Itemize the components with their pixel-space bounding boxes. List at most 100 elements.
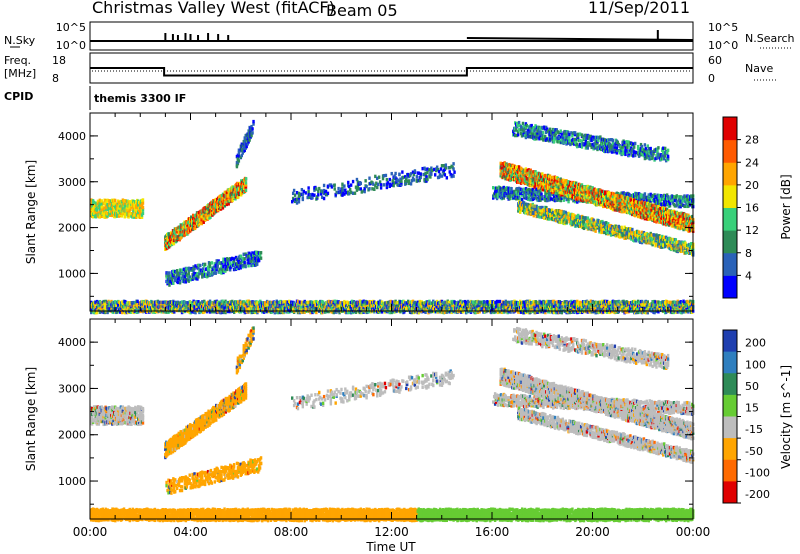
power-cell <box>130 205 133 209</box>
power-cell <box>513 189 516 194</box>
power-cell <box>234 197 237 201</box>
power-cell <box>337 186 340 191</box>
power-cell <box>368 176 371 180</box>
power-cell <box>410 178 414 183</box>
power-cell <box>235 266 239 271</box>
power-cell <box>250 124 253 129</box>
power-cell <box>419 175 422 180</box>
power-cell <box>180 272 184 276</box>
power-cell <box>517 120 521 125</box>
power-cell <box>520 197 524 202</box>
power-cell <box>411 170 415 174</box>
power-cell <box>243 148 246 153</box>
power-cell <box>173 231 177 235</box>
power-cell <box>409 182 413 186</box>
power-cell <box>658 193 661 198</box>
power-cell <box>191 213 195 218</box>
power-cell <box>234 255 238 260</box>
power-cell <box>391 181 394 186</box>
power-cell <box>251 251 254 255</box>
power-cell <box>184 280 188 284</box>
power-cell <box>377 175 381 179</box>
power-cell <box>206 213 209 217</box>
power-cell <box>342 188 345 192</box>
power-cell <box>227 261 230 266</box>
power-cell <box>111 203 114 207</box>
power-cell <box>140 215 144 219</box>
power-cell <box>320 195 324 200</box>
power-cell <box>423 177 426 182</box>
power-cell <box>388 182 392 186</box>
power-cell <box>431 168 434 173</box>
power-cell <box>642 198 646 203</box>
power-cell <box>359 181 363 186</box>
power-cell <box>252 263 255 267</box>
power-cell <box>426 167 429 171</box>
power-cell <box>336 190 339 195</box>
power-cell <box>343 184 346 188</box>
power-cell <box>655 199 658 203</box>
power-cell <box>141 198 145 202</box>
power-cell <box>106 198 109 203</box>
power-cell <box>204 214 207 218</box>
power-cell <box>295 190 299 195</box>
noise-panel: N.Sky 10^5 10^0 10^5 10^0 N.Search <box>4 21 795 52</box>
power-cell <box>140 213 144 217</box>
power-cell <box>245 144 248 149</box>
power-cell <box>368 187 371 191</box>
power-cell <box>300 187 304 192</box>
power-cell <box>141 211 145 216</box>
power-cell <box>239 264 243 268</box>
power-cell <box>106 214 109 218</box>
power-cell <box>376 176 379 181</box>
power-cell <box>424 171 427 176</box>
power-cell <box>313 188 316 192</box>
power-cell <box>637 230 641 234</box>
power-cell <box>317 189 320 194</box>
power-cell <box>341 182 344 186</box>
power-cell <box>557 194 561 199</box>
power-cell <box>494 189 498 194</box>
power-cell <box>225 202 229 207</box>
power-cell <box>240 153 244 158</box>
power-cell <box>684 195 687 199</box>
beam-label: Beam 05 <box>326 1 398 20</box>
power-cell <box>301 196 305 200</box>
power-cell <box>132 199 135 204</box>
power-cell <box>452 174 455 178</box>
power-cell <box>379 183 383 187</box>
power-cell <box>180 268 184 272</box>
power-cell <box>212 265 216 269</box>
power-cell <box>661 194 664 199</box>
power-cell <box>122 202 126 206</box>
power-cell <box>137 200 141 205</box>
power-cell <box>396 178 399 182</box>
power-cell <box>402 175 405 180</box>
power-cell <box>293 193 297 197</box>
power-cell <box>453 170 456 174</box>
power-cell <box>530 195 534 199</box>
power-cell <box>343 192 346 196</box>
power-cell <box>565 197 568 202</box>
power-cell <box>388 177 392 182</box>
power-cell <box>189 277 192 282</box>
power-cell <box>675 200 679 204</box>
power-cell <box>235 262 239 266</box>
power-cell <box>252 122 255 126</box>
power-cell <box>116 199 120 203</box>
power-cell <box>435 165 439 169</box>
power-cell <box>333 183 336 187</box>
power-cell <box>319 192 323 196</box>
power-cell <box>317 193 320 197</box>
power-cell <box>363 187 366 191</box>
power-cell <box>141 205 145 210</box>
power-cell <box>520 193 524 197</box>
power-cell <box>241 263 244 268</box>
power-cell <box>237 185 240 190</box>
power-cell <box>437 169 441 174</box>
power-cell <box>214 271 217 275</box>
power-cell <box>372 182 375 186</box>
power-cell <box>405 176 408 181</box>
power-cell <box>128 209 131 213</box>
power-cell <box>443 173 447 177</box>
